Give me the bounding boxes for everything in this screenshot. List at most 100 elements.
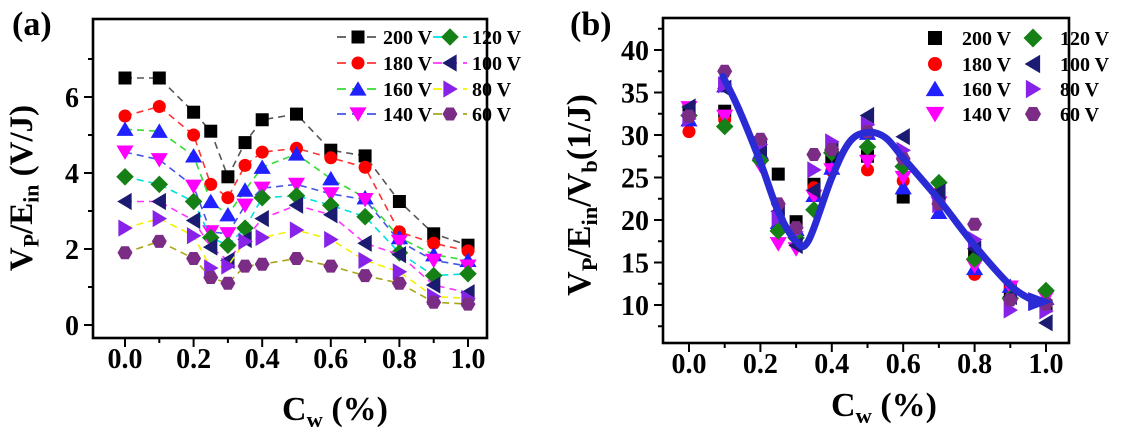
data-point [219, 207, 237, 222]
data-point [967, 217, 983, 231]
legend-item-200V: 200 V [928, 28, 1012, 50]
data-point [356, 192, 374, 208]
y-tick-label: 10 [621, 291, 649, 322]
data-point [1002, 293, 1018, 307]
data-point [894, 170, 912, 186]
data-point [1024, 54, 1041, 74]
data-point [1023, 28, 1043, 48]
data-point [322, 187, 340, 202]
data-point [351, 56, 365, 70]
data-point [116, 121, 134, 136]
legend: 200 V 180 V 160 V 140 V 120 V 100 V 80 V 60 V [337, 27, 522, 126]
panel-b-label: (b) [570, 6, 612, 43]
x-tick-label: 1.0 [1029, 349, 1064, 380]
panel-b-chart: 0.0 0.2 0.4 0.6 0.8 1.0 10 15 20 25 30 35 40 Cw (%) VP… [566, 16, 1110, 428]
data-point [116, 168, 134, 186]
legend-label: 180 V [962, 54, 1012, 76]
data-point [391, 276, 407, 290]
legend: 200 V 180 V 160 V 140 V 120 V 100 V 80 V 60 V [925, 28, 1110, 126]
data-point [186, 227, 202, 245]
panel-a-label: (a) [12, 6, 52, 43]
y-tick-label: 2 [65, 235, 79, 266]
legend-label: 160 V [962, 79, 1012, 101]
x-tick-label: 0.6 [313, 344, 348, 375]
x-tick-label: 0.2 [743, 349, 778, 380]
data-point [806, 181, 821, 199]
legend-label: 120 V [1060, 28, 1110, 50]
legend-label: 80 V [472, 79, 512, 101]
x-axis: 0.0 0.2 0.4 0.6 0.8 1.0 [108, 338, 486, 375]
data-point [861, 163, 874, 177]
legend-label: 100 V [472, 53, 522, 75]
data-point [461, 244, 475, 258]
data-point [459, 264, 477, 283]
data-point [236, 182, 254, 197]
data-point [152, 210, 168, 228]
legend-label: 160 V [383, 79, 433, 101]
legend-label: 60 V [1060, 104, 1100, 126]
x-tick-label: 0.8 [382, 344, 417, 375]
data-point [390, 234, 408, 250]
data-point [358, 160, 372, 174]
legend-item-200V: 200 V [337, 27, 433, 49]
y-axis-title: VP/Ein/Vb(1/J) [566, 94, 602, 296]
data-point [1025, 79, 1042, 99]
data-point [443, 80, 458, 98]
x-tick-label: 0.0 [672, 349, 707, 380]
data-point [254, 210, 269, 228]
data-point [930, 204, 948, 219]
data-point [425, 253, 443, 269]
legend-item-80V: 80 V [433, 79, 512, 101]
data-point [427, 236, 441, 250]
legend-label: 200 V [383, 27, 433, 49]
series-60V [117, 234, 476, 311]
data-point [357, 234, 372, 252]
data-point [221, 191, 235, 205]
data-point [351, 30, 365, 44]
data-point [349, 81, 367, 96]
x-axis: 0.0 0.2 0.4 0.6 0.8 1.0 [672, 343, 1064, 380]
data-point [117, 192, 132, 211]
data-point [255, 145, 269, 159]
y-axis-title: VP/Ein (V/J) [4, 105, 44, 271]
data-point [150, 175, 169, 194]
data-point [392, 195, 406, 208]
x-tick-label: 0.6 [886, 349, 921, 380]
data-point [391, 246, 407, 264]
data-point [356, 207, 374, 226]
x-tick-label: 0.4 [245, 344, 280, 375]
x-axis-title: Cw (%) [831, 387, 937, 428]
series-line [125, 200, 469, 294]
data-point [682, 125, 696, 139]
data-point [324, 151, 338, 165]
data-point [185, 179, 203, 195]
legend-item-120V: 120 V [433, 27, 522, 49]
legend-label: 120 V [472, 27, 522, 49]
legend-item-140V: 140 V [337, 104, 433, 126]
y-tick-label: 4 [65, 159, 79, 190]
x-tick-label: 0.0 [108, 344, 143, 375]
data-point [858, 138, 877, 156]
y-tick-label: 6 [65, 83, 79, 114]
x-axis-title: Cw (%) [282, 391, 388, 432]
data-point [116, 145, 134, 160]
data-point [204, 177, 218, 191]
y-tick-label: 20 [621, 206, 649, 237]
series-100V [117, 192, 475, 302]
legend-item-80V: 80 V [1025, 79, 1100, 101]
data-point [441, 28, 459, 46]
y-tick-label: 30 [621, 121, 649, 152]
data-point [202, 193, 220, 209]
legend-item-120V: 120 V [1023, 28, 1110, 50]
data-point [287, 187, 306, 205]
legend-label: 200 V [962, 28, 1012, 50]
legend-item-60V: 60 V [433, 104, 512, 126]
data-point [925, 80, 945, 97]
y-tick-label: 40 [621, 36, 649, 67]
data-point [185, 211, 201, 230]
data-point [219, 236, 237, 254]
data-point [184, 192, 203, 211]
data-point [219, 227, 237, 242]
data-point [255, 113, 269, 127]
legend-item-180V: 180 V [337, 53, 433, 75]
